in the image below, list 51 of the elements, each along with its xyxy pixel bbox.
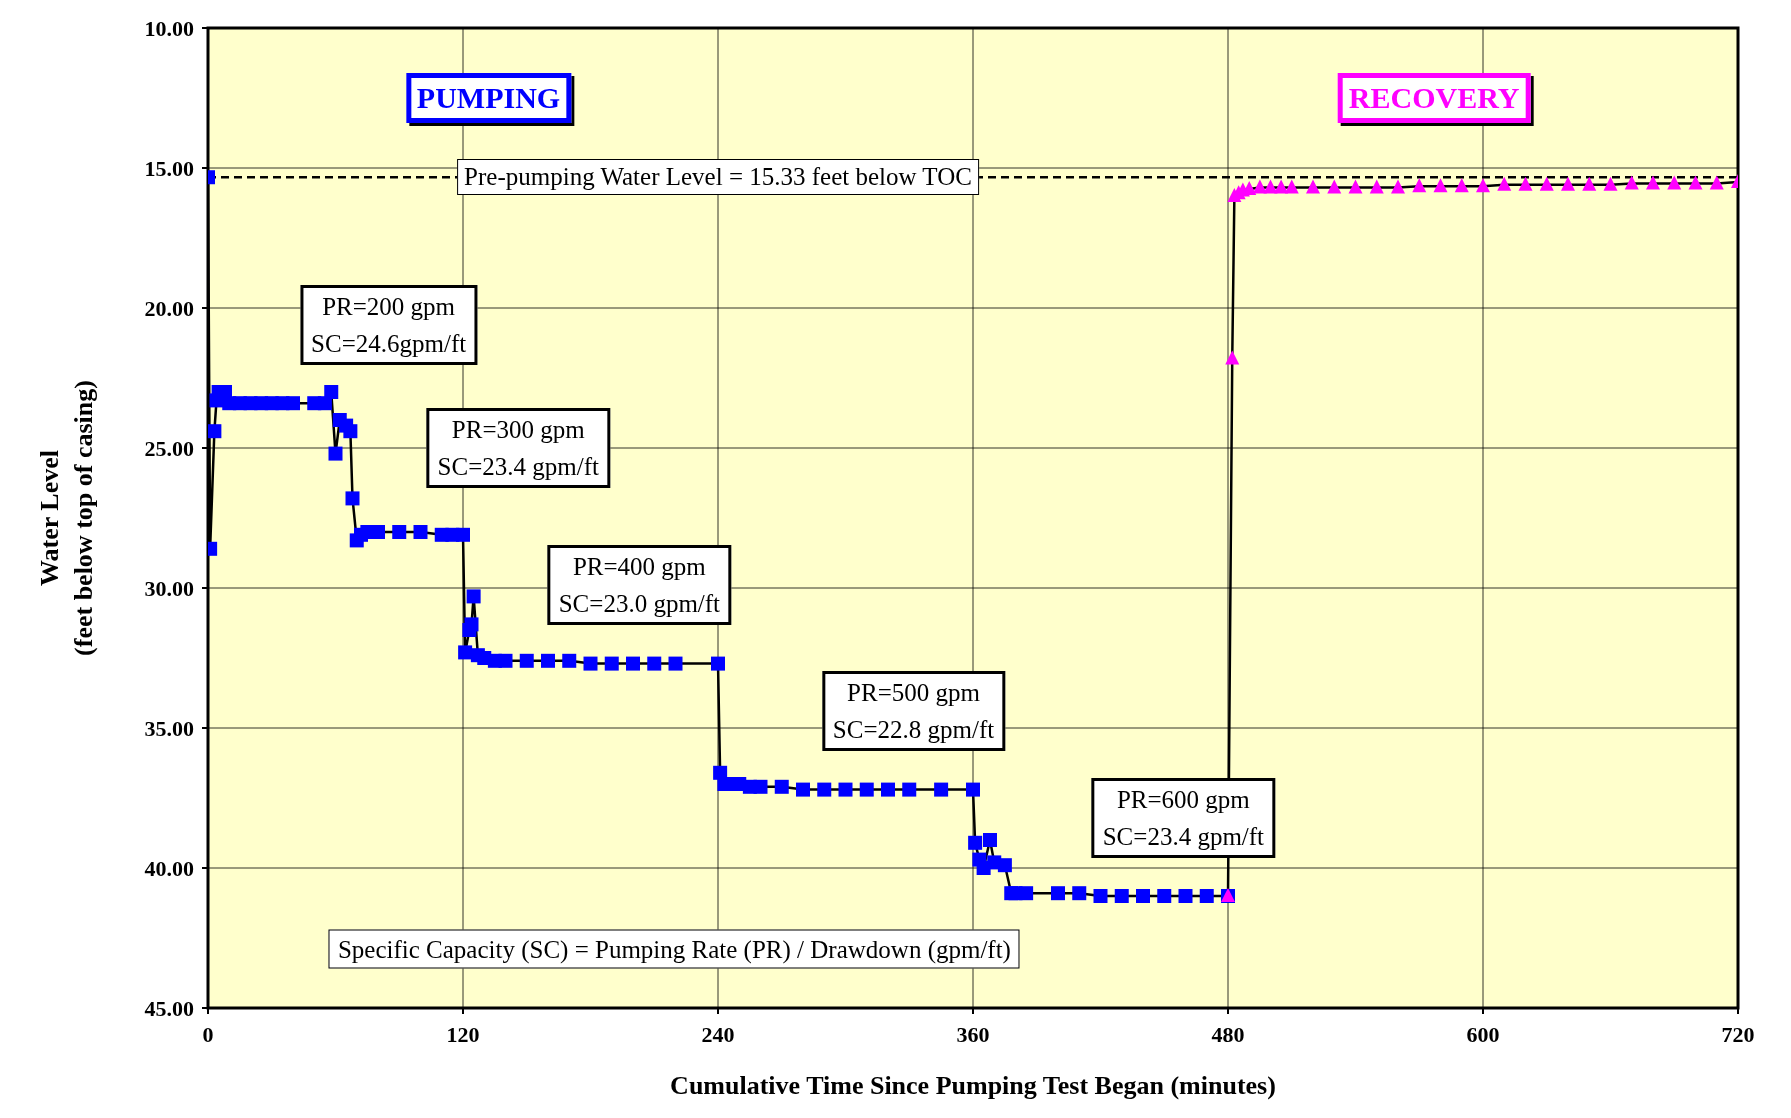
y-tick-label: 10.00 — [144, 15, 194, 41]
y-tick-label: 30.00 — [144, 575, 194, 601]
point — [1646, 175, 1660, 190]
point — [1348, 179, 1363, 194]
point — [1561, 176, 1575, 191]
annotation: PR=500 gpm SC=22.8 gpm/ft — [832, 678, 995, 746]
y-axis-title: Water Level (feet below top of casing) — [35, 380, 98, 656]
annotation: PR=300 gpm SC=23.4 gpm/ft — [437, 415, 599, 482]
y-tick-label: 20.00 — [144, 295, 194, 321]
annotation: PR=600 gpm SC=23.4 gpm/ft — [1102, 784, 1265, 852]
point — [1284, 179, 1299, 194]
point — [1688, 175, 1703, 190]
point — [1518, 176, 1533, 191]
point — [1327, 179, 1342, 194]
point — [1624, 175, 1639, 190]
x-tick-label: 120 — [446, 1021, 480, 1047]
annotation: PUMPING — [416, 80, 561, 116]
y-tick-label: 15.00 — [144, 155, 194, 181]
point — [1709, 175, 1724, 190]
x-tick-label: 600 — [1466, 1021, 1500, 1047]
x-tick-label: 720 — [1721, 1021, 1755, 1047]
y-tick-label: 45.00 — [144, 995, 194, 1021]
point — [1497, 176, 1512, 191]
x-tick-label: 360 — [956, 1021, 990, 1047]
ref-line-label: Pre-pumping Water Level = 15.33 feet below TOC — [457, 159, 979, 196]
x-axis-title: Cumulative Time Since Pumping Test Began (minutes) — [670, 1071, 1276, 1100]
annotation: RECOVERY — [1348, 80, 1520, 116]
y-tick-label: 35.00 — [144, 715, 194, 741]
point — [1433, 178, 1448, 193]
annotation: PR=400 gpm SC=23.0 gpm/ft — [558, 552, 721, 620]
point — [1539, 176, 1554, 191]
point — [1225, 350, 1240, 365]
point — [1252, 179, 1267, 194]
point — [1476, 178, 1490, 193]
point — [1306, 179, 1320, 194]
x-tick-label: 240 — [701, 1021, 735, 1047]
point — [1454, 178, 1469, 193]
point — [1391, 179, 1405, 194]
annotation: PR=200 gpm SC=24.6gpm/ft — [311, 291, 467, 359]
x-tick-label: 480 — [1211, 1021, 1245, 1047]
y-tick-label: 25.00 — [144, 435, 194, 461]
point — [1274, 179, 1289, 194]
point — [1369, 179, 1384, 194]
point — [1412, 178, 1427, 193]
point — [1263, 179, 1278, 194]
x-tick-label: 0 — [202, 1021, 214, 1047]
point — [1603, 176, 1618, 191]
point — [1667, 175, 1682, 190]
annotation: Specific Capacity (SC) = Pumping Rate (PR) / Drawdown (gpm/ft) — [337, 934, 1011, 966]
point — [1582, 176, 1597, 191]
y-tick-label: 40.00 — [144, 855, 194, 881]
